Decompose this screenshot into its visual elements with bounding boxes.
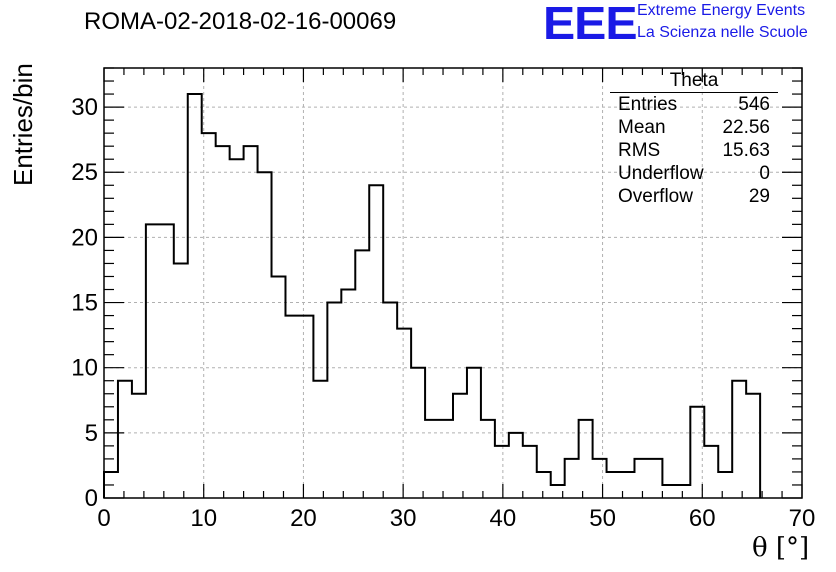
histogram-bin bbox=[746, 394, 760, 498]
stats-box: Theta Entries 546 Mean 22.56 RMS 15.63 U… bbox=[610, 70, 778, 208]
stats-label: Entries bbox=[618, 94, 678, 115]
histogram-bin bbox=[662, 485, 676, 498]
histogram-bin bbox=[634, 459, 648, 498]
histogram-bin bbox=[272, 276, 286, 498]
histogram-bin bbox=[299, 316, 313, 498]
x-axis-label: θ [°] bbox=[752, 533, 810, 563]
stats-row-entries: Entries 546 bbox=[610, 93, 778, 116]
histogram-bin bbox=[118, 381, 132, 498]
x-tick-label: 50 bbox=[589, 505, 616, 532]
stats-row-mean: Mean 22.56 bbox=[610, 116, 778, 139]
x-tick-label: 0 bbox=[97, 505, 110, 532]
y-tick-label: 5 bbox=[85, 420, 98, 447]
histogram-bin bbox=[704, 446, 718, 498]
histogram-bin bbox=[579, 420, 593, 498]
stats-label: RMS bbox=[618, 140, 661, 161]
x-tick-label: 60 bbox=[689, 505, 716, 532]
histogram-bin bbox=[607, 472, 621, 498]
histogram-bin bbox=[355, 250, 369, 498]
stats-row-underflow: Underflow 0 bbox=[610, 162, 778, 185]
stats-value: 29 bbox=[748, 186, 770, 207]
stats-label: Underflow bbox=[618, 163, 704, 184]
stats-label: Mean bbox=[618, 117, 666, 138]
histogram-bin bbox=[467, 368, 481, 498]
eee-logo: EEE bbox=[543, 0, 638, 49]
stats-value: 15.63 bbox=[722, 140, 770, 161]
histogram-bin bbox=[509, 433, 523, 498]
x-tick-label: 10 bbox=[190, 505, 217, 532]
y-axis-label: Entries/bin bbox=[8, 63, 38, 186]
histogram-bin bbox=[341, 290, 355, 498]
histogram-bin bbox=[132, 394, 146, 498]
histogram-bin bbox=[523, 446, 537, 498]
x-tick-label: 20 bbox=[290, 505, 317, 532]
histogram-bin bbox=[188, 94, 202, 498]
histogram-bin bbox=[383, 303, 397, 498]
histogram-series bbox=[103, 93, 762, 498]
histogram-bin bbox=[593, 459, 607, 498]
histogram-bin bbox=[732, 381, 746, 498]
x-tick-label: 30 bbox=[390, 505, 417, 532]
histogram-bin bbox=[244, 146, 258, 498]
histogram-bin bbox=[216, 146, 230, 498]
x-tick-label: 40 bbox=[490, 505, 517, 532]
axis-ticks bbox=[103, 67, 803, 499]
histogram-bin bbox=[718, 472, 732, 498]
histogram-bin bbox=[146, 224, 160, 498]
histogram-bin bbox=[285, 316, 299, 498]
histogram-bin bbox=[411, 368, 425, 498]
logo-subtitle-line1: Extreme Energy Events bbox=[637, 2, 806, 19]
histogram-outline bbox=[103, 93, 762, 498]
histogram-bin bbox=[565, 459, 579, 498]
y-tick-label: 10 bbox=[71, 355, 98, 382]
y-tick-label: 25 bbox=[71, 159, 98, 186]
y-tick-label: 20 bbox=[71, 224, 98, 251]
stats-title: Theta bbox=[610, 70, 778, 93]
plot-area-border bbox=[103, 67, 803, 499]
histogram-bin bbox=[230, 159, 244, 498]
y-tick-label: 30 bbox=[71, 94, 98, 121]
plot-frame bbox=[103, 67, 803, 499]
chart-title: ROMA-02-2018-02-16-00069 bbox=[84, 8, 397, 35]
grid-lines bbox=[104, 68, 802, 498]
histogram-bin bbox=[160, 224, 174, 498]
histogram-bin bbox=[425, 420, 439, 498]
stats-row-rms: RMS 15.63 bbox=[610, 139, 778, 162]
histogram-bin bbox=[648, 459, 662, 498]
y-tick-label: 0 bbox=[85, 485, 98, 512]
histogram-bin bbox=[495, 446, 509, 498]
histogram-bin bbox=[397, 329, 411, 498]
histogram-bin bbox=[537, 472, 551, 498]
histogram-bin bbox=[481, 420, 495, 498]
stats-value: 22.56 bbox=[722, 117, 770, 138]
histogram-bin bbox=[258, 172, 272, 498]
histogram-bin bbox=[676, 485, 690, 498]
stats-value: 0 bbox=[759, 163, 770, 184]
histogram-bin bbox=[369, 185, 383, 498]
stats-row-overflow: Overflow 29 bbox=[610, 185, 778, 208]
y-tick-label: 15 bbox=[71, 290, 98, 317]
histogram-bin bbox=[313, 381, 327, 498]
histogram-bin bbox=[174, 263, 188, 498]
x-tick-label: 70 bbox=[789, 505, 816, 532]
axis-tick-labels: 0 10 20 30 40 50 60 70 0 5 10 15 20 25 30 bbox=[71, 94, 815, 532]
histogram-bin bbox=[327, 303, 341, 498]
stats-value: 546 bbox=[738, 94, 770, 115]
logo-subtitle-line2: La Scienza nelle Scuole bbox=[637, 24, 808, 41]
stats-label: Overflow bbox=[618, 186, 693, 207]
histogram-bin bbox=[453, 394, 467, 498]
histogram-bin bbox=[439, 420, 453, 498]
histogram-bin bbox=[202, 133, 216, 498]
